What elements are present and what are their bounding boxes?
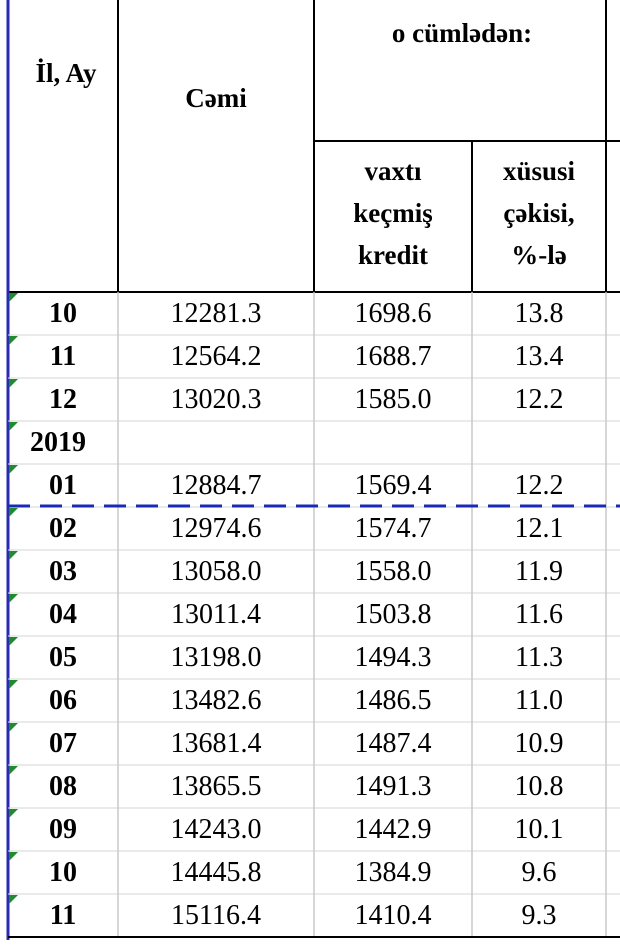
period-cell: 05 <box>49 642 77 673</box>
value-cell: 12974.6 <box>171 513 262 544</box>
value-cell: 1410.4 <box>355 900 432 931</box>
cell-marker <box>9 637 18 646</box>
value-cell: 1491.3 <box>355 771 432 802</box>
cell-marker <box>9 422 18 431</box>
header-cell: o cümlədən: <box>392 18 532 48</box>
value-cell: 11.3 <box>515 642 563 673</box>
value-cell: 14243.0 <box>171 814 262 845</box>
header-cell: Cəmi <box>185 83 247 113</box>
value-cell: 12281.3 <box>171 298 262 329</box>
value-cell: 12564.2 <box>171 341 262 372</box>
value-cell: 10.1 <box>515 814 564 845</box>
value-cell: 1569.4 <box>355 470 432 501</box>
value-cell: 1688.7 <box>355 341 432 372</box>
value-cell: 1384.9 <box>355 857 432 888</box>
header-cell: çəkisi, <box>503 198 574 228</box>
value-cell: 13198.0 <box>171 642 262 673</box>
value-cell: 1558.0 <box>355 556 432 587</box>
value-cell: 12.2 <box>515 470 564 501</box>
cell-marker <box>9 508 18 517</box>
period-cell: 03 <box>49 556 77 587</box>
period-cell: 11 <box>50 900 76 931</box>
value-cell: 12.2 <box>515 384 564 415</box>
cell-marker <box>9 723 18 732</box>
value-cell: 1487.4 <box>355 728 432 759</box>
value-cell: 1585.0 <box>355 384 432 415</box>
period-cell: 07 <box>49 728 77 759</box>
period-cell: 02 <box>49 513 77 544</box>
cell-marker <box>9 766 18 775</box>
value-cell: 1494.3 <box>355 642 432 673</box>
period-cell: 01 <box>49 470 77 501</box>
cell-marker <box>9 852 18 861</box>
cell-marker <box>9 551 18 560</box>
value-cell: 13.4 <box>515 341 564 372</box>
value-cell: 10.8 <box>515 771 564 802</box>
value-cell: 1486.5 <box>355 685 432 716</box>
value-cell: 11.0 <box>515 685 563 716</box>
period-cell: 06 <box>49 685 77 716</box>
value-cell: 13020.3 <box>171 384 262 415</box>
cell-marker <box>9 895 18 904</box>
period-cell: 10 <box>49 298 77 329</box>
value-cell: 13011.4 <box>171 599 261 630</box>
table-body: 10 12281.3 1698.6 13.8 11 12564.2 1688.7 13.4 12… <box>8 292 620 938</box>
cell-marker <box>9 680 18 689</box>
header-cell: keçmiş <box>353 198 432 228</box>
header-cell: vaxtı <box>365 156 422 186</box>
value-cell: 9.3 <box>522 900 557 931</box>
value-cell: 13681.4 <box>171 728 262 759</box>
value-cell: 10.9 <box>515 728 564 759</box>
value-cell: 13865.5 <box>171 771 262 802</box>
cell-marker <box>9 465 18 474</box>
value-cell: 13058.0 <box>171 556 262 587</box>
value-cell: 13.8 <box>515 298 564 329</box>
value-cell: 14445.8 <box>171 857 262 888</box>
cell-marker <box>9 293 18 302</box>
period-cell: 09 <box>49 814 77 845</box>
value-cell: 11.6 <box>515 599 563 630</box>
value-cell: 1698.6 <box>355 298 432 329</box>
period-cell: 11 <box>50 341 76 372</box>
cell-marker <box>9 594 18 603</box>
cell-marker <box>9 809 18 818</box>
header-cell: %-lə <box>511 240 566 270</box>
value-cell: 1442.9 <box>355 814 432 845</box>
value-cell: 9.6 <box>522 857 557 888</box>
value-cell: 12884.7 <box>171 470 262 501</box>
period-cell: 10 <box>49 857 77 888</box>
header-cell: kredit <box>358 240 428 270</box>
value-cell: 1574.7 <box>355 513 432 544</box>
header-cell: İl, Ay <box>35 58 97 88</box>
cell-marker <box>9 336 18 345</box>
value-cell: 13482.6 <box>171 685 262 716</box>
cell-marker <box>9 379 18 388</box>
value-cell: 15116.4 <box>171 900 261 931</box>
period-cell: 08 <box>49 771 77 802</box>
period-cell: 2019 <box>30 427 86 458</box>
value-cell: 1503.8 <box>355 599 432 630</box>
header-cell: xüsusi <box>503 156 576 186</box>
period-cell: 04 <box>49 599 77 630</box>
value-cell: 11.9 <box>515 556 563 587</box>
value-cell: 12.1 <box>515 513 564 544</box>
period-cell: 12 <box>49 384 77 415</box>
